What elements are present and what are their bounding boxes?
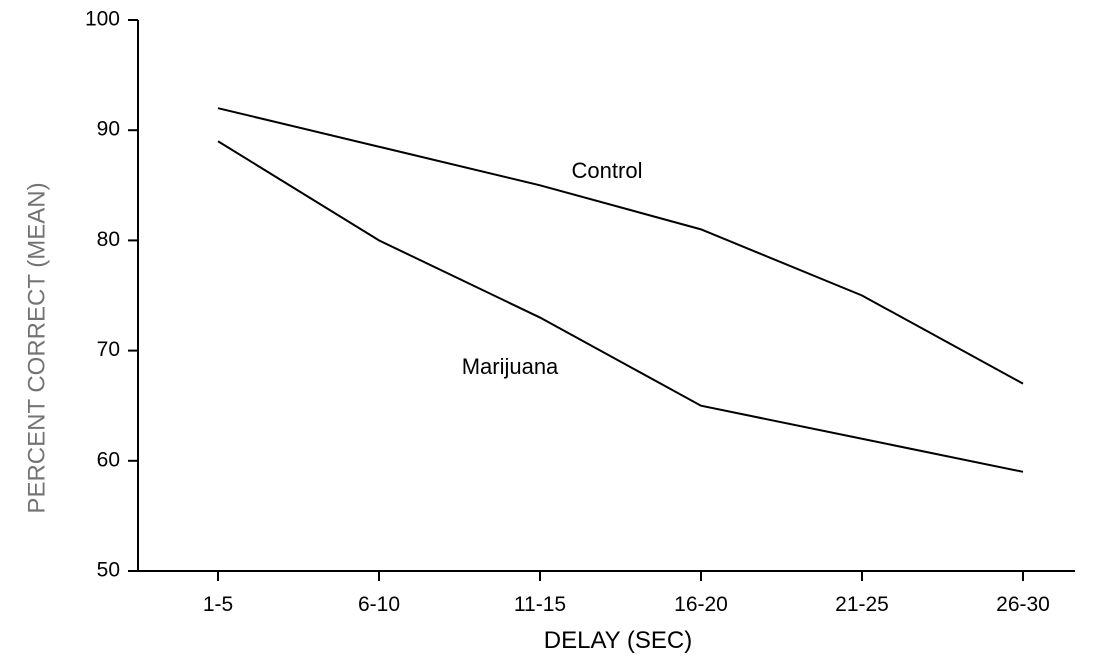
series-line-marijuana bbox=[217, 140, 1024, 473]
y-tick-label: 80 bbox=[97, 228, 120, 251]
series-labels: Control Marijuana bbox=[462, 158, 643, 379]
y-axis-title: PERCENT CORRECT (MEAN) bbox=[23, 182, 50, 513]
y-axis-title-group: PERCENT CORRECT (MEAN) bbox=[23, 182, 50, 513]
series-line-control bbox=[217, 107, 1024, 385]
x-tick-label: 26-30 bbox=[996, 593, 1050, 616]
series-label-control: Control bbox=[572, 158, 643, 183]
x-tick-label: 21-25 bbox=[835, 593, 889, 616]
x-tick-label: 11-15 bbox=[514, 593, 566, 616]
y-ticks: 50 60 70 80 90 100 bbox=[85, 8, 138, 582]
y-tick-label: 70 bbox=[97, 338, 120, 361]
axes bbox=[137, 20, 1075, 572]
series-label-marijuana: Marijuana bbox=[462, 354, 559, 379]
x-tick-label: 6-10 bbox=[358, 593, 400, 616]
x-axis-title: DELAY (SEC) bbox=[544, 627, 693, 654]
y-tick-label: 50 bbox=[97, 559, 120, 582]
x-tick-label: 16-20 bbox=[674, 593, 728, 616]
series-group bbox=[217, 107, 1024, 473]
x-ticks: 1-5 6-10 11-15 16-20 21-25 26-30 bbox=[203, 571, 1050, 616]
y-tick-label: 100 bbox=[85, 8, 120, 31]
y-tick-label: 60 bbox=[97, 448, 120, 471]
x-tick-label: 1-5 bbox=[203, 593, 233, 616]
y-tick-label: 90 bbox=[97, 118, 120, 141]
